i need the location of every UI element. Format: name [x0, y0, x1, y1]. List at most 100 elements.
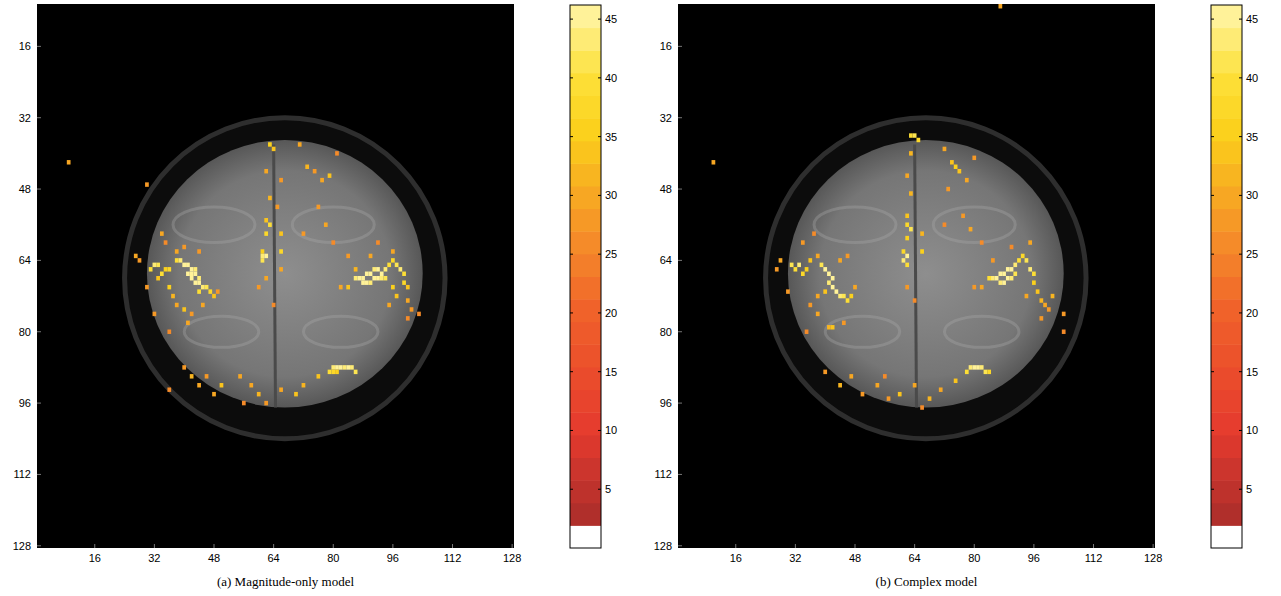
- voxel: [998, 4, 1002, 8]
- colorbar-band: [570, 186, 601, 209]
- colorbar-tick: [570, 489, 573, 490]
- voxel: [909, 191, 913, 195]
- voxel: [387, 263, 391, 267]
- voxel: [980, 285, 984, 289]
- voxel: [779, 258, 783, 262]
- colorbar-tick: [570, 19, 573, 20]
- voxel: [1062, 330, 1066, 334]
- voxel: [898, 392, 902, 396]
- voxel: [380, 272, 384, 276]
- voxel: [808, 303, 812, 307]
- activation-cells: [712, 4, 1066, 410]
- colorbar-band: [570, 73, 601, 96]
- colorbar-tick-label: 30: [605, 189, 617, 201]
- voxel: [1010, 245, 1014, 249]
- colorbar-band: [1211, 390, 1242, 413]
- voxel: [816, 294, 820, 298]
- voxel: [943, 147, 947, 151]
- voxel: [194, 280, 198, 284]
- voxel: [361, 280, 365, 284]
- colorbar-band: [1211, 435, 1242, 458]
- y-tick-label: 32: [19, 112, 31, 124]
- voxel: [279, 231, 283, 235]
- y-tick-label: 48: [19, 183, 31, 195]
- caption: (a) Magnitude-only model: [217, 574, 355, 589]
- voxel: [335, 151, 339, 155]
- midline: [915, 144, 917, 407]
- colorbar-tick-label: 10: [605, 424, 617, 436]
- colorbar-tick: [1239, 371, 1242, 372]
- y-tick-label: 80: [19, 326, 31, 338]
- voxel: [1006, 276, 1010, 280]
- voxel: [190, 374, 194, 378]
- voxel: [823, 267, 827, 271]
- colorbar-band: [570, 525, 601, 548]
- voxel: [846, 298, 850, 302]
- x-tick-label: 32: [148, 552, 160, 564]
- voxel: [372, 276, 376, 280]
- voxel: [846, 254, 850, 258]
- colorbar-band: [1211, 322, 1242, 345]
- colorbar-tick: [570, 195, 573, 196]
- panel: 163248648096112128163248648096112128(b) …: [654, 4, 1259, 589]
- voxel: [276, 205, 280, 209]
- colorbar-band: [570, 277, 601, 300]
- image-background: [37, 4, 514, 548]
- colorbar-tick: [1239, 254, 1242, 255]
- voxel: [961, 214, 965, 218]
- voxel: [294, 392, 298, 396]
- brain: [147, 140, 423, 408]
- voxel: [905, 214, 909, 218]
- voxel: [335, 370, 339, 374]
- voxel: [384, 267, 388, 271]
- colorbar-tick: [570, 136, 573, 137]
- y-tick: [678, 117, 682, 118]
- voxel: [976, 365, 980, 369]
- voxel: [387, 303, 391, 307]
- x-tick: [1153, 544, 1154, 548]
- voxel: [190, 267, 194, 271]
- voxel: [902, 258, 906, 262]
- voxel: [182, 365, 186, 369]
- x-tick-label: 48: [849, 552, 861, 564]
- voxel: [331, 370, 335, 374]
- voxel: [905, 263, 909, 267]
- voxel: [331, 240, 335, 244]
- voxel: [920, 405, 924, 409]
- voxel: [324, 222, 328, 226]
- y-tick-label: 96: [660, 397, 672, 409]
- voxel: [1043, 303, 1047, 307]
- voxel: [1013, 263, 1017, 267]
- colorbar-band: [1211, 367, 1242, 390]
- voxel: [190, 276, 194, 280]
- x-tick-label: 16: [730, 552, 742, 564]
- voxel: [1025, 294, 1029, 298]
- voxel: [372, 267, 376, 271]
- voxel: [249, 383, 253, 387]
- voxel: [268, 196, 272, 200]
- voxel: [998, 272, 1002, 276]
- voxel: [1028, 267, 1032, 271]
- y-tick: [678, 189, 682, 190]
- x-tick-label: 64: [909, 552, 921, 564]
- gyri-texture: [814, 207, 896, 243]
- gyri-texture: [825, 316, 900, 347]
- y-tick-label: 128: [654, 540, 672, 552]
- voxel: [302, 231, 306, 235]
- voxel: [279, 267, 283, 271]
- colorbar-tick: [1211, 136, 1214, 137]
- voxel: [305, 165, 309, 169]
- voxel: [194, 272, 198, 276]
- colorbar-band: [570, 367, 601, 390]
- voxel: [1032, 280, 1036, 284]
- voxel: [264, 231, 268, 235]
- head-outline: [125, 118, 445, 439]
- voxel: [264, 276, 268, 280]
- voxel: [775, 267, 779, 271]
- x-tick-label: 32: [789, 552, 801, 564]
- voxel: [406, 285, 410, 289]
- colorbar-tick-label: 15: [1246, 366, 1258, 378]
- voxel: [402, 280, 406, 284]
- gyri-texture: [184, 316, 259, 347]
- colorbar-band: [1211, 503, 1242, 526]
